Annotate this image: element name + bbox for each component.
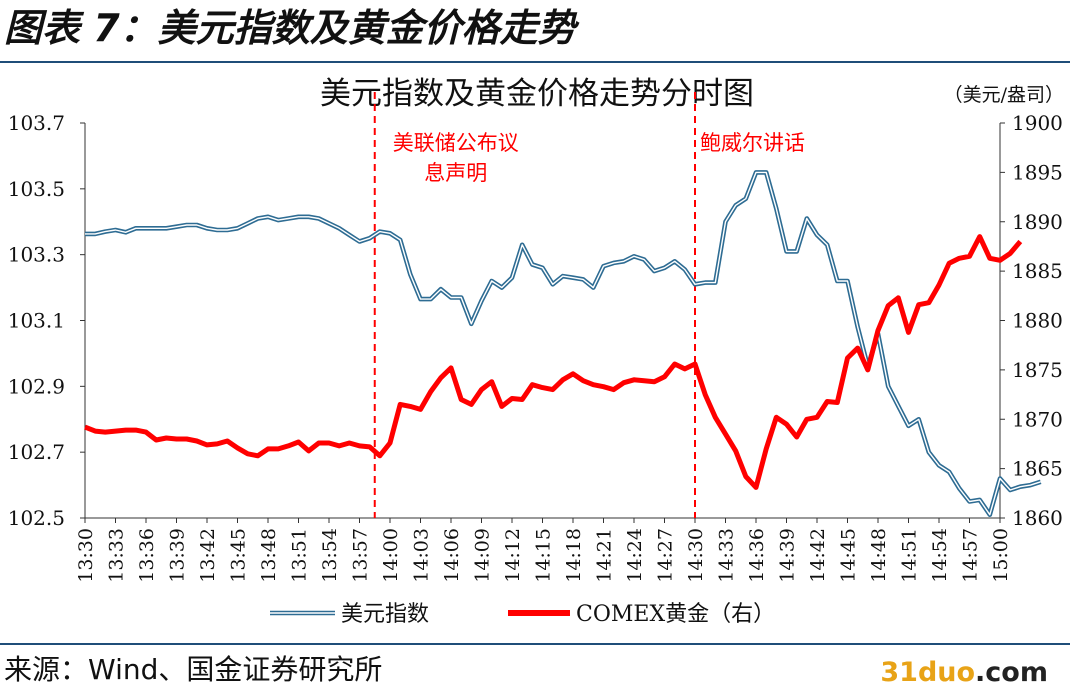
x-tick-label: 13:51 [289, 528, 311, 583]
right-tick-label: 1890 [1012, 210, 1063, 234]
unit-label: （美元/盎司） [944, 84, 1064, 106]
watermark-logo: 31duo.com [880, 656, 1048, 690]
x-tick-label: 14:30 [685, 528, 707, 583]
right-tick-label: 1895 [1012, 160, 1063, 184]
bottom-rule [0, 643, 1070, 645]
x-tick-label: 13:45 [228, 528, 250, 583]
left-tick-label: 103.1 [8, 309, 65, 333]
left-tick-label: 102.7 [8, 440, 65, 464]
left-tick-label: 102.5 [8, 506, 65, 530]
top-rule [0, 61, 1070, 63]
x-tick-label: 15:00 [990, 528, 1012, 583]
legend-label-usd: 美元指数 [341, 602, 429, 627]
x-tick-label: 14:57 [960, 528, 982, 583]
gold-price-line [84, 234, 1023, 490]
watermark-part-1: 31duo [880, 657, 976, 688]
x-tick-label: 14:24 [624, 528, 646, 583]
right-tick-label: 1860 [1012, 506, 1063, 530]
x-tick-label: 14:33 [716, 528, 738, 583]
price-chart: 美元指数及黄金价格走势分时图 （美元/盎司） 103.7103.5103.310… [8, 76, 1064, 627]
usd-index-line-outline [85, 170, 1042, 518]
event-label: 美联储公布议 [393, 131, 519, 155]
watermark-part-2: .com [975, 657, 1048, 688]
right-tick-label: 1875 [1012, 358, 1063, 382]
x-tick-label: 14:09 [472, 528, 494, 583]
right-tick-label: 1865 [1012, 457, 1063, 481]
usd-index-line [85, 171, 1041, 516]
left-tick-label: 102.9 [8, 374, 65, 398]
x-tick-label: 14:27 [655, 528, 677, 583]
x-tick-label: 14:12 [502, 528, 524, 583]
x-tick-label: 14:54 [929, 528, 951, 583]
x-tick-label: 13:30 [75, 528, 97, 583]
right-tick-label: 1870 [1012, 407, 1063, 431]
x-tick-label: 13:48 [258, 528, 280, 583]
event-label: 鲍威尔讲话 [700, 131, 805, 155]
x-tick-label: 13:39 [167, 528, 189, 583]
x-tick-label: 13:42 [197, 528, 219, 583]
x-tick-label: 13:54 [319, 528, 341, 583]
x-tick-label: 14:39 [777, 528, 799, 583]
x-tick-label: 14:42 [807, 528, 829, 583]
left-tick-label: 103.5 [8, 177, 65, 201]
x-tick-label: 13:36 [136, 528, 158, 583]
x-tick-label: 14:21 [594, 528, 616, 583]
x-tick-label: 13:57 [350, 528, 372, 583]
x-tick-label: 14:18 [563, 528, 585, 583]
event-label: 息声明 [424, 161, 487, 185]
x-tick-label: 14:06 [441, 528, 463, 583]
x-tick-label: 14:36 [746, 528, 768, 583]
x-tick-label: 14:00 [380, 528, 402, 583]
x-tick-label: 13:33 [106, 528, 128, 583]
x-tick-label: 14:15 [533, 528, 555, 583]
x-tick-label: 14:48 [868, 528, 890, 583]
right-tick-label: 1900 [1012, 111, 1063, 135]
left-tick-label: 103.3 [8, 243, 65, 267]
right-tick-label: 1885 [1012, 259, 1063, 283]
source-note: 来源：Wind、国金证券研究所 [4, 653, 383, 686]
plot-area: 103.7 103.5 103.3 103.1 102.9 102.7 102.5 1900 1… [8, 92, 1063, 627]
x-tick-label: 14:03 [411, 528, 433, 583]
chart-title: 美元指数及黄金价格走势分时图 [320, 76, 754, 112]
right-tick-label: 1880 [1012, 309, 1063, 333]
x-tick-label: 14:45 [838, 528, 860, 583]
left-tick-label: 103.7 [8, 111, 65, 135]
x-tick-label: 14:51 [899, 528, 921, 583]
figure-title: 图表 7：美元指数及黄金价格走势 [4, 6, 576, 50]
legend-label-gold: COMEX黄金（右） [576, 602, 775, 627]
